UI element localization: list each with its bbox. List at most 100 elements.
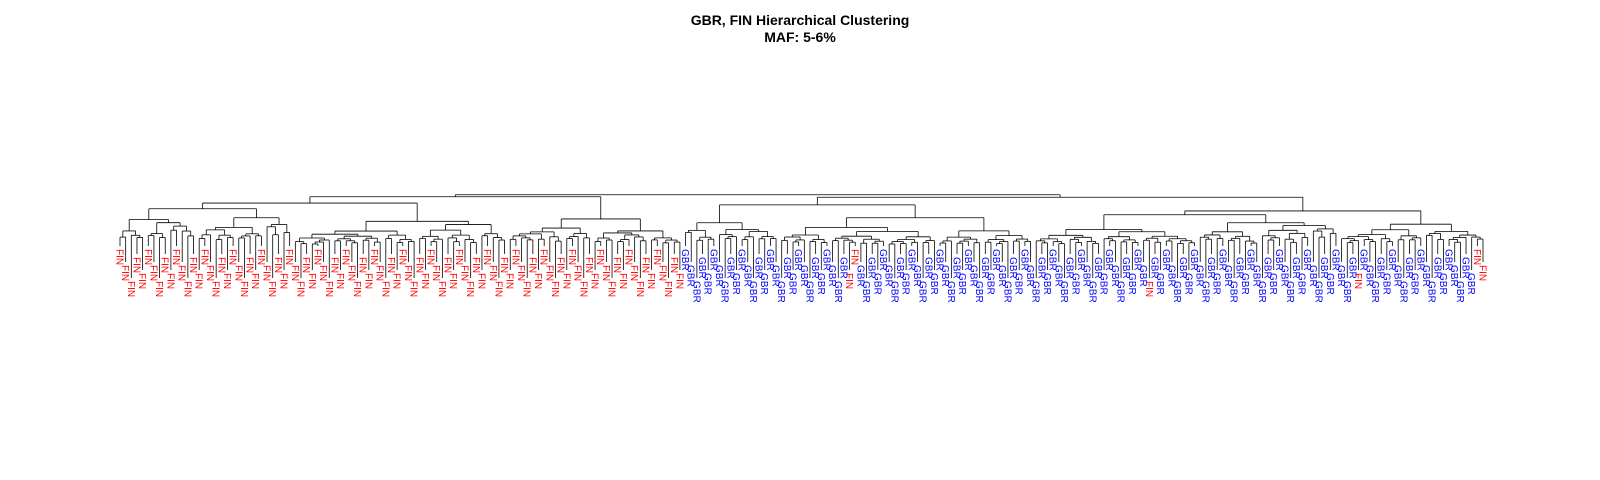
leaf-label: GBR: [1307, 265, 1318, 287]
leaf-label: GBR: [951, 257, 962, 279]
leaf-label: FIN: [244, 257, 255, 273]
leaf-label: GBR: [1403, 257, 1414, 279]
leaf-label: FIN: [594, 249, 605, 265]
leaf-label: FIN: [391, 273, 402, 289]
leaf-label: GBR: [679, 249, 690, 271]
leaf-label: GBR: [934, 249, 945, 271]
leaf-label: GBR: [911, 265, 922, 287]
leaf-label: GBR: [826, 265, 837, 287]
leaf-label: FIN: [311, 249, 322, 265]
leaf-label: FIN: [306, 273, 317, 289]
leaf-label: GBR: [707, 249, 718, 271]
leaf-label: GBR: [1160, 249, 1171, 271]
leaf-label: FIN: [628, 265, 639, 281]
leaf-label: FIN: [589, 273, 600, 289]
leaf-label: FIN: [334, 273, 345, 289]
leaf-label: FIN: [351, 281, 362, 297]
leaf-label: FIN: [651, 249, 662, 265]
leaf-label: FIN: [492, 281, 503, 297]
leaf-label: GBR: [837, 257, 848, 279]
leaf-label: GBR: [1199, 281, 1210, 303]
leaf-label: GBR: [1256, 281, 1267, 303]
leaf-label: FIN: [639, 257, 650, 273]
leaf-label: GBR: [792, 249, 803, 271]
leaf-label: GBR: [809, 257, 820, 279]
chart-subtitle: MAF: 5-6%: [764, 29, 836, 45]
leaf-label: FIN: [1143, 281, 1154, 297]
leaf-label: FIN: [498, 257, 509, 273]
leaf-label: FIN: [673, 273, 684, 289]
leaf-label: FIN: [611, 257, 622, 273]
leaf-label: FIN: [210, 281, 221, 297]
leaf-label: GBR: [1409, 273, 1420, 295]
leaf-label: GBR: [1375, 257, 1386, 279]
leaf-label: GBR: [1086, 281, 1097, 303]
leaf-label: GBR: [730, 273, 741, 295]
leaf-label: GBR: [1024, 265, 1035, 287]
leaf-label: GBR: [1103, 249, 1114, 271]
leaf-label: GBR: [1126, 273, 1137, 295]
leaf-label: FIN: [153, 281, 164, 297]
leaf-label: GBR: [1239, 273, 1250, 295]
leaf-label: FIN: [227, 249, 238, 265]
leaf-label: GBR: [1109, 265, 1120, 287]
leaf-label: GBR: [770, 265, 781, 287]
leaf-label: GBR: [1120, 257, 1131, 279]
leaf-label: FIN: [323, 281, 334, 297]
leaf-label: GBR: [1035, 257, 1046, 279]
leaf-label: GBR: [815, 273, 826, 295]
leaf-label: GBR: [1205, 257, 1216, 279]
leaf-label: FIN: [538, 249, 549, 265]
leaf-label: GBR: [1290, 257, 1301, 279]
leaf-label: FIN: [436, 281, 447, 297]
leaf-label: GBR: [1137, 265, 1148, 287]
leaf-label: GBR: [702, 273, 713, 295]
leaf-label: FIN: [560, 273, 571, 289]
leaf-label: GBR: [1392, 265, 1403, 287]
leaf-label: FIN: [119, 265, 130, 281]
leaf-label: FIN: [509, 249, 520, 265]
leaf-label: GBR: [1301, 249, 1312, 271]
leaf-label: GBR: [1267, 273, 1278, 295]
leaf-label: GBR: [1324, 273, 1335, 295]
leaf-label: FIN: [266, 281, 277, 297]
leaf-label: GBR: [753, 257, 764, 279]
leaf-label: GBR: [979, 257, 990, 279]
leaf-label: GBR: [900, 273, 911, 295]
leaf-label: GBR: [939, 265, 950, 287]
leaf-label: FIN: [464, 281, 475, 297]
leaf-label: FIN: [125, 281, 136, 297]
leaf-label: GBR: [1273, 249, 1284, 271]
leaf-label: GBR: [1098, 273, 1109, 295]
leaf-label: FIN: [181, 281, 192, 297]
leaf-label: GBR: [1454, 281, 1465, 303]
leaf-label: FIN: [283, 249, 294, 265]
leaf-label: FIN: [300, 257, 311, 273]
leaf-label: FIN: [532, 273, 543, 289]
leaf-label: FIN: [1477, 265, 1488, 281]
leaf-label: GBR: [1013, 273, 1024, 295]
leaf-label: GBR: [1092, 257, 1103, 279]
leaf-label: FIN: [487, 265, 498, 281]
leaf-label: FIN: [425, 249, 436, 265]
leaf-label: FIN: [396, 249, 407, 265]
leaf-label: GBR: [866, 257, 877, 279]
leaf-label: GBR: [1052, 265, 1063, 287]
leaf-label: GBR: [860, 281, 871, 303]
leaf-label: GBR: [968, 265, 979, 287]
leaf-label: FIN: [164, 273, 175, 289]
leaf-label: GBR: [1397, 281, 1408, 303]
leaf-label: FIN: [600, 265, 611, 281]
leaf-label: GBR: [883, 265, 894, 287]
leaf-label: GBR: [764, 249, 775, 271]
leaf-label: GBR: [984, 273, 995, 295]
leaf-label: GBR: [1431, 257, 1442, 279]
leaf-label: FIN: [289, 265, 300, 281]
leaf-label: GBR: [1284, 281, 1295, 303]
leaf-label: FIN: [419, 273, 430, 289]
leaf-label: GBR: [1064, 257, 1075, 279]
leaf-label: FIN: [849, 249, 860, 265]
leaf-label: FIN: [294, 281, 305, 297]
leaf-label: FIN: [368, 249, 379, 265]
